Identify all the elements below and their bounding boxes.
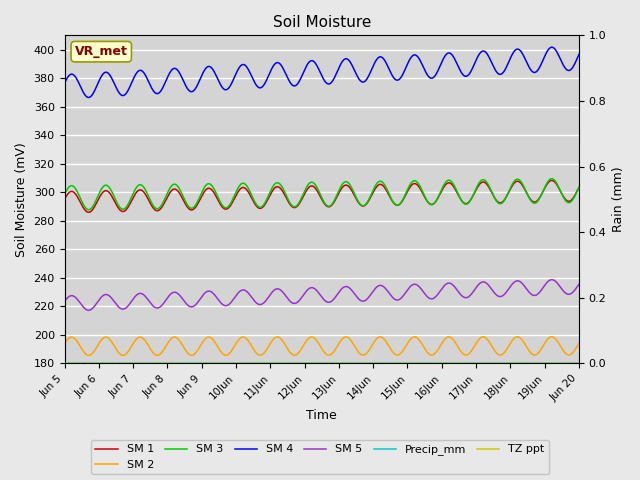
TZ ppt xyxy=(122,360,129,366)
SM 3 xyxy=(354,197,362,203)
SM 4 xyxy=(101,70,109,75)
SM 3 xyxy=(290,204,298,209)
SM 1 xyxy=(101,188,109,194)
SM 2 xyxy=(575,340,583,346)
SM 2 xyxy=(101,335,109,340)
Precip_mm xyxy=(122,360,129,366)
Line: SM 5: SM 5 xyxy=(65,280,579,310)
SM 4 xyxy=(84,95,92,100)
Precip_mm xyxy=(100,360,108,366)
SM 1 xyxy=(354,198,362,204)
SM 3 xyxy=(575,184,583,190)
SM 3 xyxy=(61,192,68,197)
TZ ppt xyxy=(353,360,361,366)
Title: Soil Moisture: Soil Moisture xyxy=(273,15,371,30)
SM 1 xyxy=(84,209,92,215)
SM 3 xyxy=(122,205,129,211)
Legend: SM 1, SM 2, SM 3, SM 4, SM 5, Precip_mm, TZ ppt: SM 1, SM 2, SM 3, SM 4, SM 5, Precip_mm,… xyxy=(91,440,549,474)
SM 4 xyxy=(300,71,307,76)
Precip_mm xyxy=(353,360,361,366)
SM 1 xyxy=(300,194,307,200)
SM 5 xyxy=(354,295,362,300)
Precip_mm xyxy=(279,360,287,366)
SM 4 xyxy=(548,44,556,50)
SM 2 xyxy=(122,351,129,357)
Line: SM 2: SM 2 xyxy=(65,337,579,355)
SM 5 xyxy=(548,277,556,283)
Text: VR_met: VR_met xyxy=(75,45,128,58)
SM 2 xyxy=(548,334,556,340)
SM 1 xyxy=(279,189,287,195)
TZ ppt xyxy=(289,360,297,366)
SM 1 xyxy=(575,185,583,191)
SM 5 xyxy=(300,293,307,299)
SM 1 xyxy=(61,196,68,202)
SM 4 xyxy=(279,66,287,72)
SM 5 xyxy=(122,305,129,311)
SM 1 xyxy=(548,178,556,183)
SM 2 xyxy=(84,352,92,358)
TZ ppt xyxy=(61,360,68,366)
SM 3 xyxy=(101,182,109,188)
SM 5 xyxy=(290,300,298,306)
SM 5 xyxy=(575,281,583,287)
Line: SM 1: SM 1 xyxy=(65,180,579,212)
TZ ppt xyxy=(100,360,108,366)
Precip_mm xyxy=(299,360,307,366)
TZ ppt xyxy=(279,360,287,366)
SM 4 xyxy=(290,83,298,89)
Precip_mm xyxy=(61,360,68,366)
Precip_mm xyxy=(575,360,583,366)
Line: SM 4: SM 4 xyxy=(65,47,579,97)
TZ ppt xyxy=(299,360,307,366)
SM 2 xyxy=(61,341,68,347)
SM 3 xyxy=(84,207,92,213)
SM 4 xyxy=(122,91,129,97)
SM 3 xyxy=(300,192,307,197)
SM 4 xyxy=(354,74,362,80)
SM 5 xyxy=(101,292,109,298)
Precip_mm xyxy=(289,360,297,366)
X-axis label: Time: Time xyxy=(307,409,337,422)
SM 2 xyxy=(300,343,307,349)
SM 3 xyxy=(548,176,556,181)
Y-axis label: Rain (mm): Rain (mm) xyxy=(612,167,625,232)
SM 2 xyxy=(354,348,362,354)
SM 4 xyxy=(61,80,68,86)
SM 2 xyxy=(290,352,298,358)
SM 1 xyxy=(290,204,298,210)
TZ ppt xyxy=(575,360,583,366)
SM 5 xyxy=(279,289,287,295)
Y-axis label: Soil Moisture (mV): Soil Moisture (mV) xyxy=(15,142,28,257)
SM 2 xyxy=(279,339,287,345)
Line: SM 3: SM 3 xyxy=(65,179,579,210)
SM 1 xyxy=(122,207,129,213)
SM 4 xyxy=(575,51,583,57)
SM 5 xyxy=(84,307,92,313)
SM 3 xyxy=(279,186,287,192)
SM 5 xyxy=(61,299,68,304)
